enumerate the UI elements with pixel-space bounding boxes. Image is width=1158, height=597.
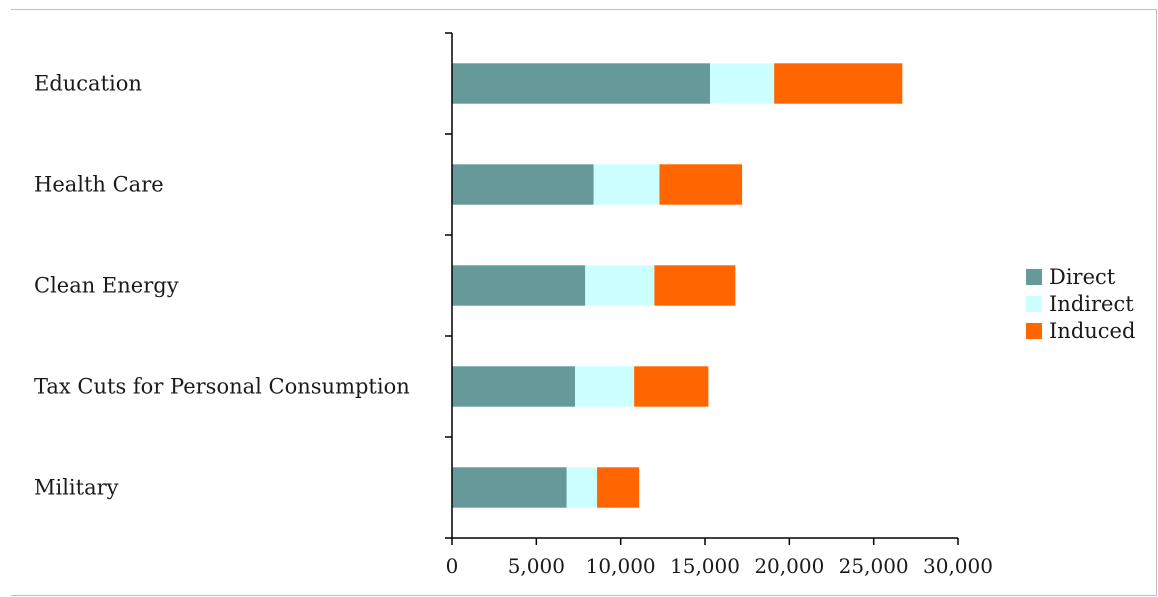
x-tick-label: 0: [446, 554, 459, 578]
bar-indirect-2: [585, 265, 655, 306]
bar-direct-0: [452, 63, 711, 104]
x-tick-label: 30,000: [923, 554, 993, 578]
axes-layer: [445, 32, 959, 545]
x-tick-label: 20,000: [754, 554, 824, 578]
legend-label-direct: Direct: [1049, 265, 1116, 289]
bar-indirect-1: [593, 164, 660, 205]
category-labels: Education Health Care Clean Energy Tax Cuts…: [34, 72, 410, 500]
bar-induced-3: [634, 366, 709, 407]
bar-induced-2: [654, 265, 736, 306]
x-tick-label: 25,000: [839, 554, 909, 578]
category-label: Health Care: [34, 173, 164, 197]
x-tick-labels: 0 5,000 10,000 15,000 20,000 25,000 30,000: [446, 554, 993, 578]
bar-indirect-4: [566, 467, 598, 508]
bar-indirect-0: [710, 63, 775, 104]
bar-direct-4: [452, 467, 567, 508]
legend-label-indirect: Indirect: [1049, 292, 1134, 316]
category-label: Military: [34, 476, 119, 500]
bar-indirect-3: [575, 366, 635, 407]
category-label: Tax Cuts for Personal Consumption: [34, 375, 410, 399]
bar-induced-1: [659, 164, 743, 205]
bar-direct-3: [452, 366, 576, 407]
x-tick-label: 10,000: [586, 554, 656, 578]
legend: Direct Indirect Induced: [1026, 265, 1135, 343]
bars-layer: [452, 63, 903, 508]
legend-label-induced: Induced: [1049, 319, 1135, 343]
bar-induced-0: [774, 63, 903, 104]
x-tick-label: 15,000: [670, 554, 740, 578]
category-label: Clean Energy: [34, 274, 179, 298]
bar-induced-4: [597, 467, 640, 508]
category-label: Education: [34, 72, 142, 96]
x-tick-label: 5,000: [508, 554, 565, 578]
legend-swatch-direct: [1026, 269, 1042, 285]
legend-swatch-indirect: [1026, 296, 1042, 312]
bar-direct-2: [452, 265, 586, 306]
legend-swatch-induced: [1026, 323, 1042, 339]
bar-direct-1: [452, 164, 594, 205]
